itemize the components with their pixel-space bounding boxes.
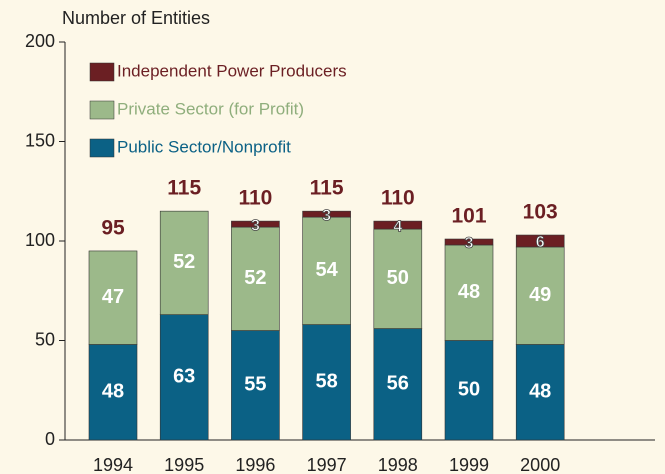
legend-swatch: [89, 138, 115, 158]
total-label: 95: [101, 216, 125, 239]
bar-segment: [231, 226, 280, 331]
total-label: 115: [310, 177, 344, 200]
y-tick-label: 150: [25, 130, 55, 150]
bar-value-label: 58: [315, 371, 337, 393]
bar-value-label: 4: [393, 218, 402, 235]
x-tick-label: 1994: [93, 455, 133, 474]
bar-segment: [302, 216, 351, 325]
bar-value-label: 6: [536, 234, 545, 251]
bar-value-label: 3: [251, 217, 260, 234]
bar-value-label: 48: [529, 381, 551, 403]
bar-value-label: 50: [387, 267, 409, 289]
total-label: 110: [238, 187, 272, 210]
bar-segment: [159, 210, 209, 315]
total-label: 115: [167, 177, 201, 200]
x-tick-label: 1998: [378, 455, 418, 474]
bar-segment: [444, 238, 494, 246]
bar-segment: [159, 314, 209, 441]
bar-segment: [302, 324, 351, 441]
total-label: 103: [523, 201, 558, 224]
bar-value-label: 54: [315, 259, 338, 281]
bar-value-label: 55: [244, 374, 266, 396]
bar-value-label: 48: [102, 381, 124, 403]
bar-segment: [302, 210, 351, 218]
bar-segment: [444, 340, 494, 441]
y-axis-label: Number of Entities: [62, 8, 210, 28]
y-tick-label: 200: [25, 31, 55, 51]
total-label: 110: [381, 187, 415, 210]
bar-value-label: 47: [102, 286, 124, 308]
bar-value-label: 56: [387, 373, 409, 395]
bar-value-label: 52: [173, 251, 195, 273]
bar-value-label: 3: [465, 235, 474, 252]
x-tick-label: 1999: [449, 455, 489, 474]
x-tick-label: 1995: [164, 455, 204, 474]
x-tick-label: 1997: [307, 455, 347, 474]
bar-segment: [88, 250, 138, 345]
legend-swatch: [89, 62, 115, 82]
bar-value-label: 52: [244, 267, 266, 289]
legend-label: Private Sector (for Profit): [117, 99, 304, 118]
legend-swatch: [89, 100, 115, 120]
bar-segment: [515, 234, 565, 248]
bar-segment: [444, 244, 494, 341]
legend-label: Independent Power Producers: [117, 61, 347, 80]
y-tick-label: 50: [35, 329, 55, 349]
bar-segment: [515, 344, 565, 441]
bar-segment: [231, 220, 280, 228]
bar-value-label: 49: [529, 284, 551, 306]
total-label: 101: [451, 205, 486, 228]
x-tick-label: 2000: [520, 455, 560, 474]
x-tick-label: 1996: [235, 455, 275, 474]
y-tick-label: 100: [25, 230, 55, 250]
legend-label: Public Sector/Nonprofit: [117, 137, 291, 156]
bar-value-label: 3: [322, 207, 331, 224]
bar-value-label: 50: [458, 379, 480, 401]
bar-segment: [373, 328, 423, 441]
bar-value-label: 48: [458, 281, 480, 303]
bar-segment: [231, 330, 280, 441]
bar-value-label: 63: [173, 366, 195, 388]
y-tick-label: 0: [45, 429, 55, 449]
bar-segment: [373, 220, 423, 230]
